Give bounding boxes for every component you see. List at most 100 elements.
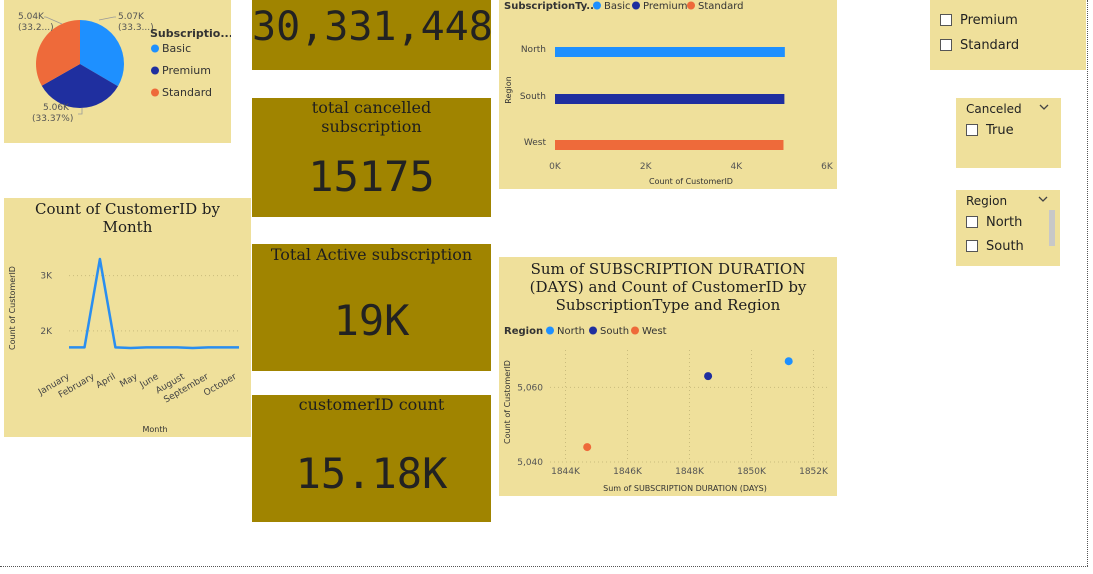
- line-y-axis-title: Count of CustomerID: [8, 266, 17, 350]
- pie-slice-basic: [80, 20, 124, 87]
- active-card[interactable]: Total Active subscription 19K: [252, 244, 491, 371]
- customer-count-title: customerID count: [298, 395, 445, 414]
- leader-line: [44, 16, 63, 25]
- scatter-legend-title: Region: [504, 326, 543, 337]
- slicer-option-premium[interactable]: Premium: [940, 11, 1018, 29]
- scatter-chart-tile[interactable]: Sum of SUBSCRIPTION DURATION (DAYS) and …: [499, 257, 837, 496]
- legend-marker: [593, 1, 601, 10]
- revenue-value: 30,331,448: [252, 4, 493, 50]
- leader-line: [98, 16, 116, 21]
- slicer-option-south[interactable]: South: [966, 237, 1024, 255]
- cancelled-value: 15175: [308, 152, 435, 201]
- scatter-x-axis-title: Sum of SUBSCRIPTION DURATION (DAYS): [603, 484, 767, 493]
- pie-value-label: 5.07K: [118, 12, 145, 22]
- legend-label: Premium: [162, 64, 211, 77]
- legend-label: Premium: [643, 1, 688, 12]
- scatter-x-tick: 1848K: [675, 467, 705, 477]
- cancelled-card[interactable]: total cancelled subscription 15175: [252, 98, 491, 217]
- checkbox[interactable]: [940, 14, 952, 26]
- pie-chart: 5.07K(33.3...) 5.06K(33.37%) 5.04K(33.2...…: [18, 12, 233, 124]
- chevron-down-icon[interactable]: [1036, 192, 1050, 206]
- revenue-card[interactable]: 30,331,448: [252, 0, 493, 70]
- legend-label: West: [642, 326, 667, 337]
- customer-count-card[interactable]: customerID count 15.18K: [252, 395, 491, 522]
- pie-slice-standard: [36, 20, 80, 86]
- pie-legend-title: Subscriptio...: [150, 27, 231, 40]
- line-y-tick: 2K: [40, 327, 53, 337]
- scatter-y-axis-title: Count of CustomerID: [503, 360, 512, 444]
- bar-legend-title: SubscriptionTy...: [504, 1, 598, 12]
- legend-marker: [687, 1, 695, 10]
- scrollbar[interactable]: [1049, 210, 1055, 246]
- slicer-title: Region: [966, 194, 1008, 208]
- bar-category-label: South: [520, 92, 546, 102]
- slicer-option-standard[interactable]: Standard: [940, 36, 1019, 54]
- bar-x-axis-title: Count of CustomerID: [649, 177, 733, 186]
- bar-x-tick: 0K: [549, 162, 562, 172]
- line-y-tick: 3K: [40, 272, 53, 282]
- region-slicer[interactable]: Region North South: [956, 190, 1060, 266]
- pie-pct-label: (33.2...): [18, 23, 54, 33]
- bar-category-label: West: [524, 138, 547, 148]
- scatter-x-tick: 1850K: [737, 467, 767, 477]
- checkbox[interactable]: [966, 240, 978, 252]
- pie-pct-label: (33.37%): [32, 114, 73, 124]
- pie-pct-label: (33.3...): [118, 23, 154, 33]
- legend-marker: [546, 326, 554, 335]
- option-label: Premium: [960, 12, 1018, 28]
- legend-label: Basic: [604, 1, 630, 12]
- pie-chart-tile[interactable]: 5.07K (33.3...) 5.06K (33.37%) 5.04K (33.2...…: [4, 0, 233, 143]
- checkbox[interactable]: [940, 39, 952, 51]
- subscription-type-slicer[interactable]: Premium Standard: [930, 0, 1086, 70]
- scatter-chart-title: Sum of SUBSCRIPTION DURATION (DAYS) and …: [529, 260, 807, 314]
- legend-label: Standard: [698, 1, 744, 12]
- option-label: Standard: [960, 37, 1020, 53]
- chevron-down-icon[interactable]: [1037, 100, 1051, 114]
- bar-premium-south: [555, 94, 785, 104]
- legend-marker: [151, 66, 159, 75]
- scatter-x-tick: 1846K: [613, 467, 643, 477]
- active-title: Total Active subscription: [270, 245, 473, 264]
- legend-marker: [151, 88, 159, 97]
- legend-label: South: [600, 326, 629, 337]
- legend-label: North: [557, 326, 585, 337]
- pie-value-label: 5.04K: [18, 12, 45, 22]
- scatter-x-tick: 1844K: [551, 467, 581, 477]
- scatter-y-tick: 5,040: [517, 458, 543, 468]
- slicer-option-north[interactable]: North: [966, 213, 1022, 231]
- pie-value-label: 5.06K: [43, 103, 70, 113]
- slicer-title: Canceled: [966, 102, 1022, 116]
- pie-slice-premium: [41, 64, 118, 108]
- legend-marker: [151, 44, 159, 53]
- line-chart-tile[interactable]: Count of CustomerID by Month 2K 3K January…: [4, 198, 251, 437]
- scatter-y-tick: 5,060: [517, 383, 543, 393]
- line-x-axis-title: Month: [142, 425, 167, 434]
- bar-standard-west: [555, 140, 784, 150]
- line-series: [69, 257, 239, 350]
- option-label: North: [986, 214, 1023, 230]
- customer-count-value: 15.18K: [295, 449, 448, 498]
- slicer-option-true[interactable]: True: [966, 121, 1014, 139]
- legend-label: Basic: [162, 42, 191, 55]
- bar-basic-north: [555, 47, 785, 57]
- scatter-point-north: [784, 357, 793, 366]
- legend-marker: [632, 1, 640, 10]
- legend-label: Standard: [162, 86, 212, 99]
- active-value: 19K: [333, 296, 410, 345]
- bar-x-tick: 6K: [821, 162, 834, 172]
- leader-line: [78, 108, 83, 115]
- line-x-tick: April: [95, 372, 118, 391]
- cancelled-title: total cancelled subscription: [311, 98, 432, 136]
- option-label: True: [986, 122, 1014, 138]
- page-edge-bottom: [0, 566, 1088, 567]
- checkbox[interactable]: [966, 124, 978, 136]
- bar-x-tick: 4K: [731, 162, 744, 172]
- canceled-slicer[interactable]: Canceled True: [956, 98, 1061, 168]
- bar-chart: SubscriptionTy... Basic Premium Standard Nor…: [504, 1, 834, 186]
- bar-category-label: North: [521, 45, 546, 55]
- legend-marker: [631, 326, 639, 335]
- checkbox[interactable]: [966, 216, 978, 228]
- bar-chart-tile[interactable]: SubscriptionTy... Basic Premium Standard Nor…: [499, 0, 837, 189]
- page-edge-right: [1087, 0, 1088, 566]
- line-chart-title: Count of CustomerID by Month: [35, 200, 220, 236]
